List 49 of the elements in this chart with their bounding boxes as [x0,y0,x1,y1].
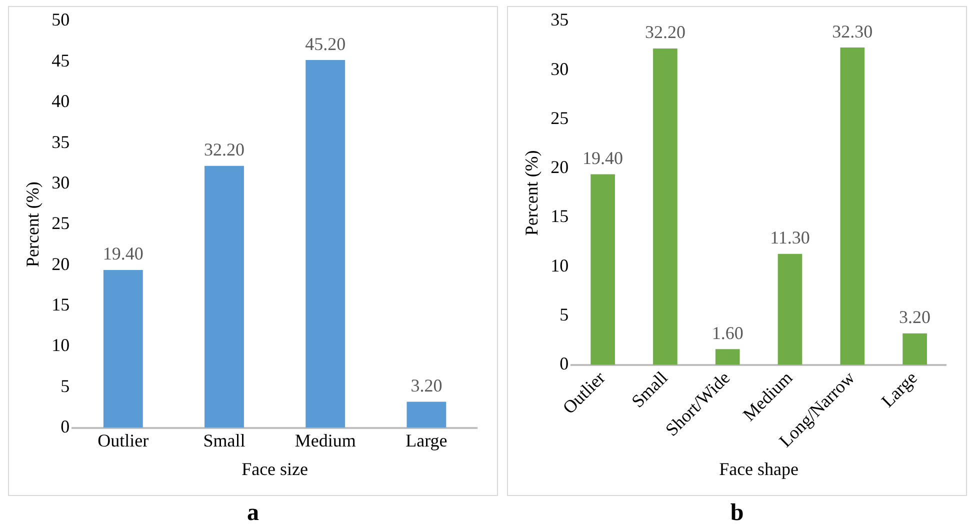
x-tick-label: Outlier [98,430,149,450]
text: a [246,500,260,527]
x-axis-title: Face size [242,458,308,479]
data-label: 19.40 [582,148,624,168]
text: b [729,500,745,527]
y-tick-label: 35 [550,10,569,30]
data-label: 45.20 [305,34,346,54]
y-tick-label: 20 [550,157,569,178]
data-label: 3.20 [410,376,442,396]
bar [653,48,678,365]
y-tick-label: 30 [52,172,70,192]
y-tick-label: 0 [60,416,70,437]
x-tick-label: Small [203,430,246,450]
y-tick-label: 5 [60,376,70,396]
y-tick-label: 5 [560,304,569,324]
y-tick-label: 40 [52,91,70,112]
y-tick-label: 25 [52,213,70,234]
bar [590,174,615,365]
y-tick-label: 10 [52,335,70,356]
y-tick-label: 30 [550,58,569,79]
bar [306,60,346,428]
y-tick-label: 50 [52,10,70,30]
data-label: 32.30 [832,21,873,42]
data-label: 3.20 [899,307,931,328]
x-axis-title: Face shape [719,458,799,479]
y-axis-title: Percent (%) [22,182,43,268]
y-tick-label: 20 [52,254,70,274]
bar [715,349,740,365]
x-tick-label: Large [406,430,448,450]
data-label: 32.20 [204,140,244,160]
data-label: 19.40 [102,244,144,264]
bar [204,166,244,428]
data-label: 32.20 [644,22,686,42]
y-tick-label: 10 [550,255,569,276]
bar [902,333,927,365]
y-tick-label: 0 [560,354,569,374]
x-tick-label: Medium [294,430,356,450]
data-label: 11.30 [770,228,810,248]
y-tick-label: 15 [52,294,70,314]
y-tick-label: 45 [52,50,70,70]
y-tick-label: 15 [550,206,569,226]
y-tick-label: 35 [52,132,70,152]
bar [406,402,446,428]
bar [840,48,865,365]
bar [778,254,802,365]
y-axis-title: Percent (%) [522,150,542,236]
data-label: 1.60 [712,322,744,343]
y-tick-label: 25 [550,108,569,128]
bar [103,270,143,428]
